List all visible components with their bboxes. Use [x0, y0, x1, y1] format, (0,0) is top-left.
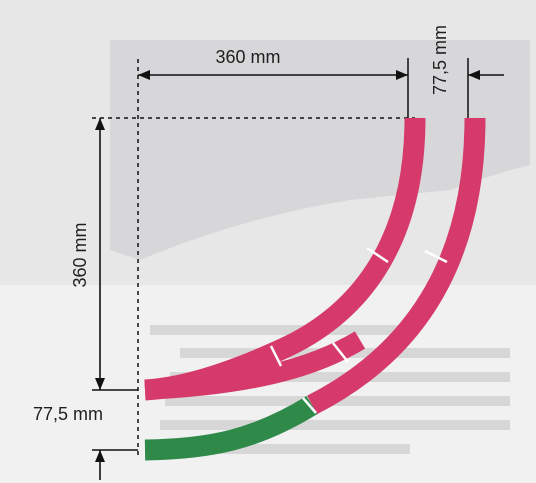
upper-gray-shape: [110, 40, 530, 260]
outer-track-joint-top: [424, 249, 448, 264]
top-right-arrowhead: [396, 70, 408, 80]
left-top-arrowhead: [95, 118, 105, 130]
green-track: [144, 396, 318, 461]
right-dimension-arrowhead: [468, 70, 480, 80]
inner-track-joint: [366, 246, 389, 264]
bottom-arrowhead: [95, 450, 105, 462]
left-dimension-label: 360 mm: [70, 222, 90, 287]
bottom-dimension-label: 77,5 mm: [33, 404, 103, 424]
top-left-arrowhead: [138, 70, 150, 80]
outer-track: [307, 117, 486, 415]
inner-track-joint-lower: [269, 345, 283, 367]
right-dimension-label: 77,5 mm: [430, 25, 450, 95]
left-bottom-arrowhead: [95, 378, 105, 390]
crossover-joint: [332, 342, 349, 363]
outer-track-joint-bottom: [302, 397, 317, 414]
top-dimension-label: 360 mm: [215, 47, 280, 67]
